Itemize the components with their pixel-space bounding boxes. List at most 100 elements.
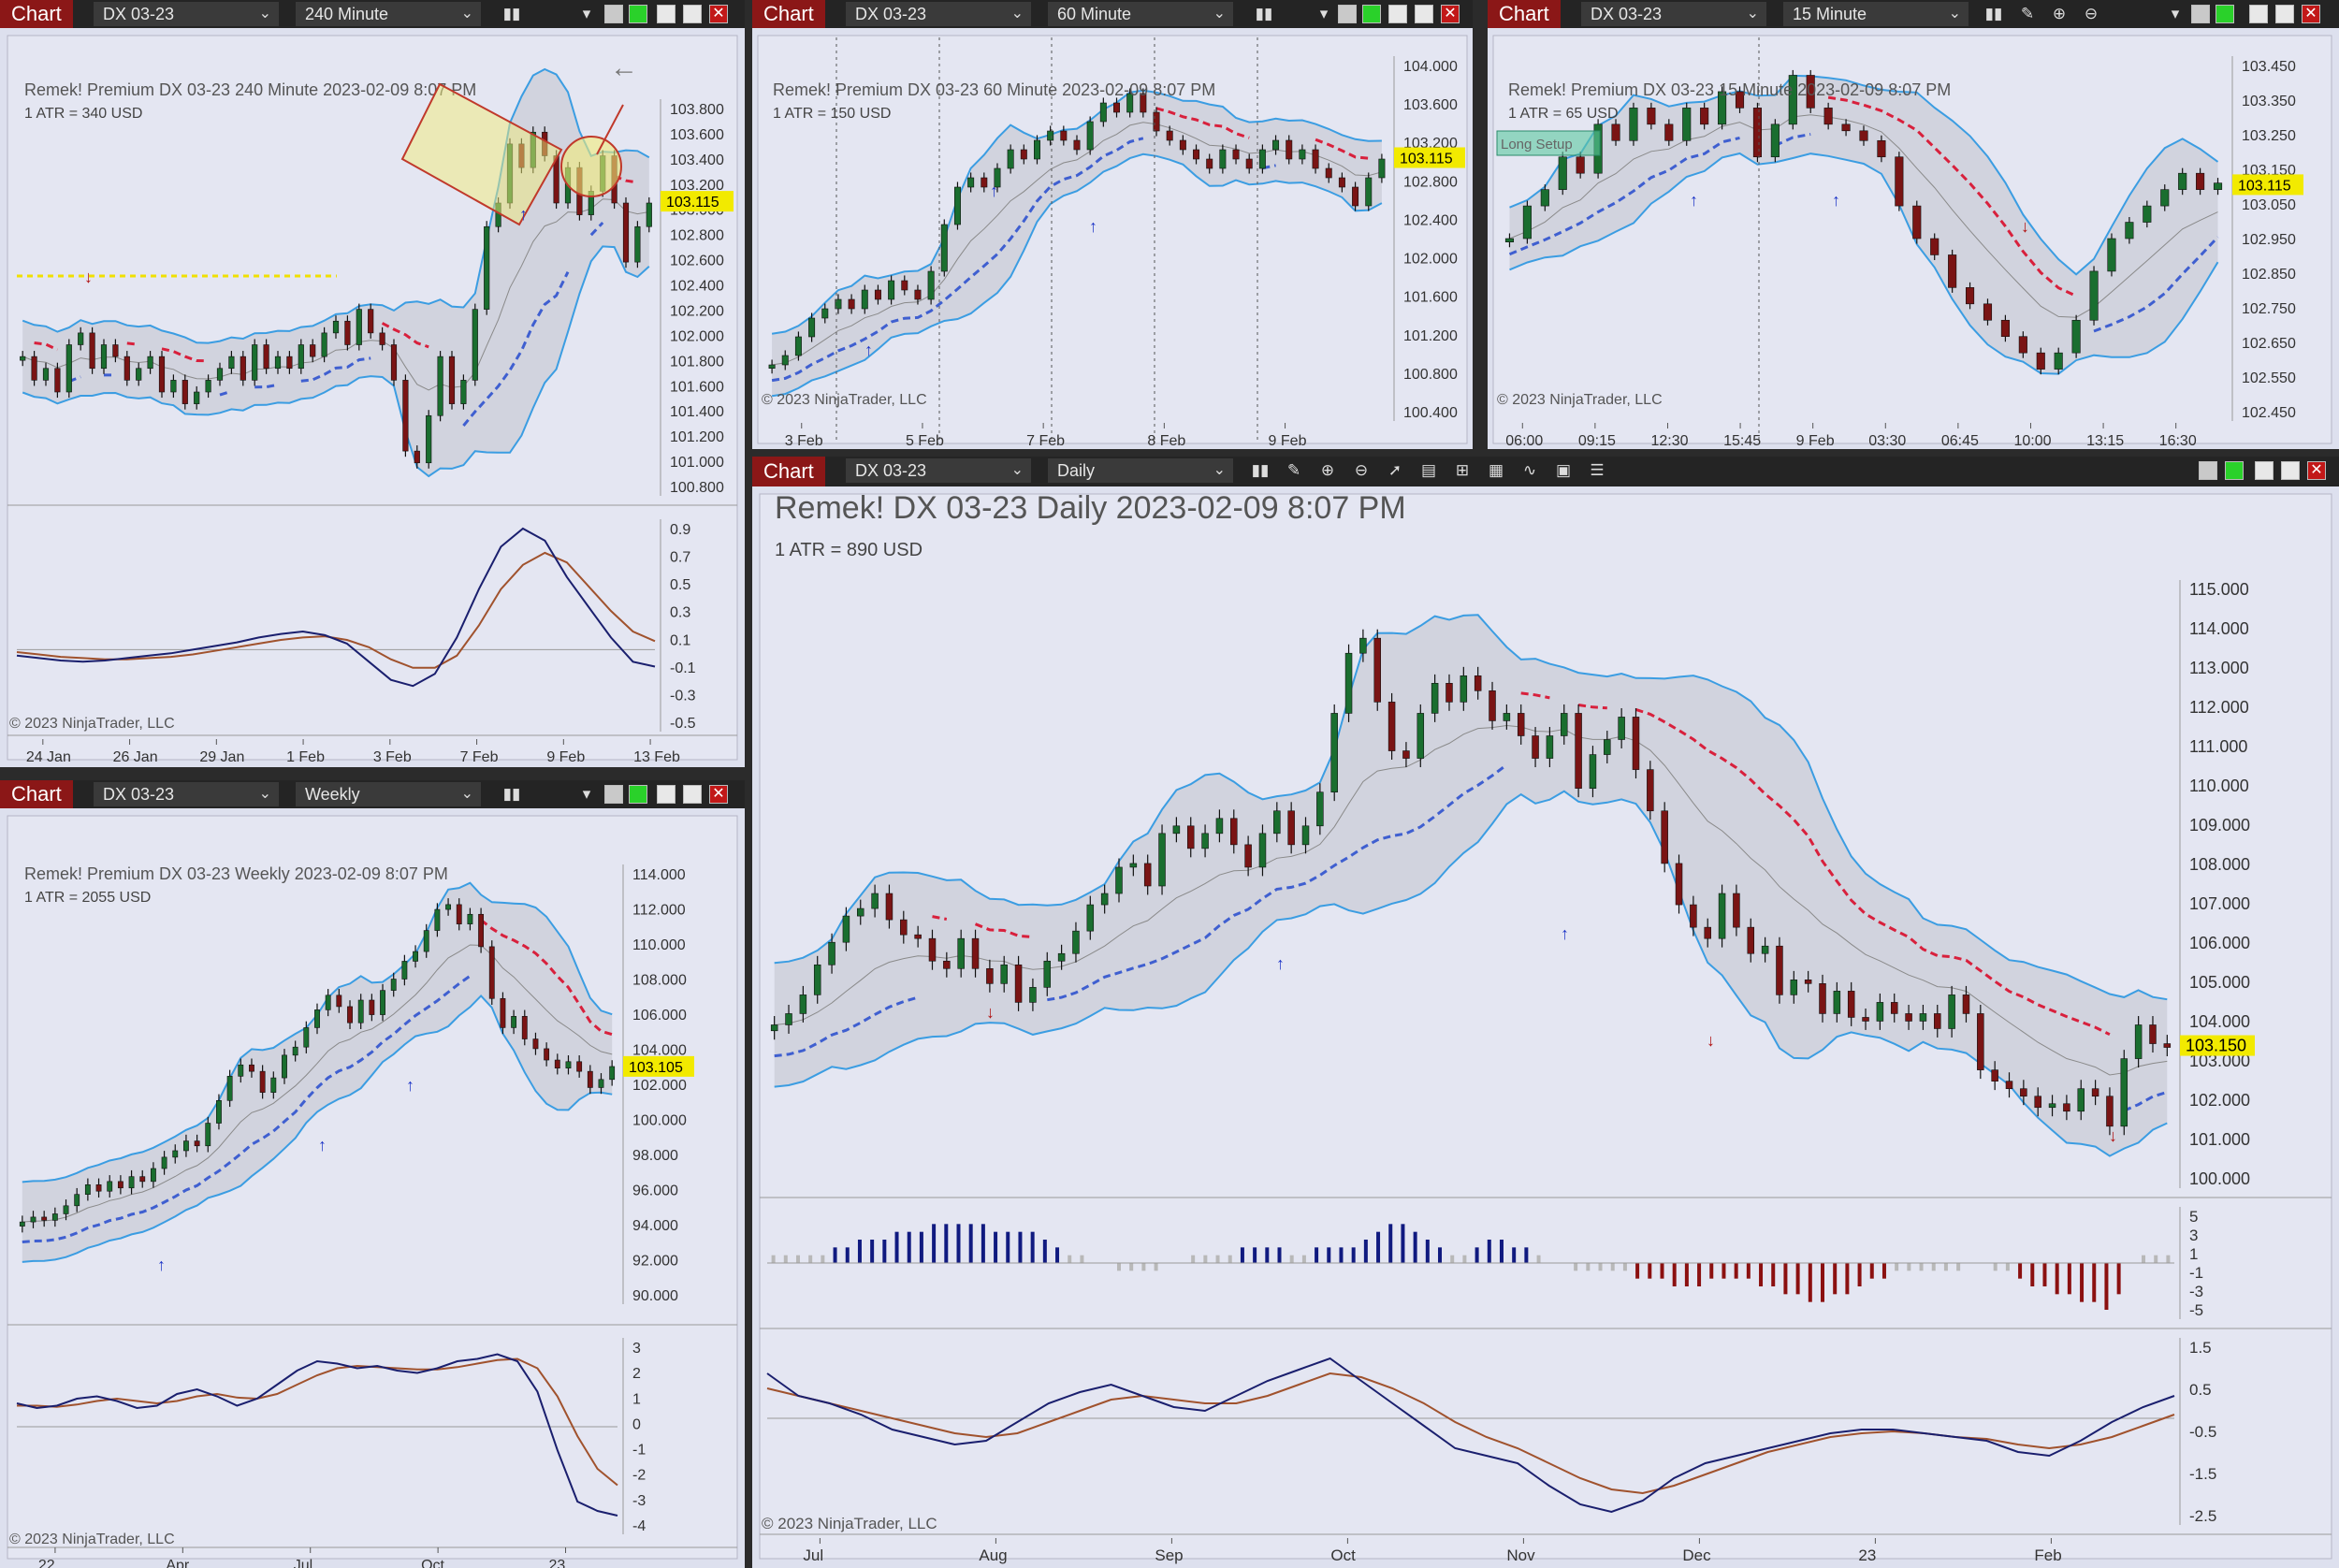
price-tick-label: 100.800 — [670, 480, 724, 496]
osc-tick-label: 0.5 — [670, 577, 690, 593]
chart-window-daily[interactable]: Chart DX 03-23 ⌄ Daily ⌄ ▮▮ ✎ ⊕ ⊖ ➚ ▤ ⊞ ▦ … — [752, 457, 2339, 1568]
properties-icon[interactable]: ⊞ — [1455, 461, 1470, 479]
sell-signal-arrow-icon: ↓ — [986, 1003, 995, 1022]
chevron-down-icon[interactable]: ⌄ — [1010, 462, 1024, 478]
bar-type-icon[interactable]: ▮▮ — [1255, 5, 1273, 22]
chevron-down-icon[interactable]: ⌄ — [258, 6, 271, 22]
chart-label[interactable]: Chart — [0, 0, 73, 28]
zoom-out-icon[interactable]: ⊖ — [2084, 5, 2099, 22]
instrument-selector[interactable]: DX 03-23 ⌄ — [94, 782, 279, 806]
maximize-button[interactable] — [2281, 461, 2300, 480]
list-icon[interactable]: ☰ — [1590, 461, 1605, 479]
window-color-green-button[interactable] — [1362, 5, 1381, 23]
minimize-button[interactable] — [2249, 5, 2268, 23]
drawing-tool-icon[interactable]: ✎ — [2020, 5, 2035, 22]
chevron-down-icon[interactable]: ⌄ — [460, 786, 473, 802]
candle-body — [63, 1205, 69, 1214]
dropdown-arrow-icon[interactable]: ▾ — [1319, 5, 1329, 22]
price-tick-label: 101.600 — [1403, 290, 1458, 306]
minimize-button[interactable] — [2255, 461, 2274, 480]
bar-type-icon[interactable]: ▮▮ — [502, 785, 521, 803]
timeframe-selector[interactable]: Daily ⌄ — [1048, 458, 1233, 483]
dropdown-arrow-icon[interactable]: ▾ — [582, 5, 591, 22]
maximize-button[interactable] — [683, 5, 702, 23]
timeframe-selector[interactable]: Weekly ⌄ — [296, 782, 481, 806]
candle-body — [1193, 149, 1200, 160]
sell-signal-arrow-icon: ↓ — [84, 268, 93, 286]
candle-body — [1153, 111, 1160, 132]
candle-body — [1589, 754, 1597, 789]
candle-body — [357, 999, 364, 1024]
chart-label[interactable]: Chart — [752, 0, 825, 28]
window-color-gray-button[interactable] — [1338, 5, 1357, 23]
close-button[interactable]: ✕ — [2307, 461, 2326, 480]
instrument-selector[interactable]: DX 03-23 ⌄ — [94, 2, 279, 26]
candle-body — [2034, 1096, 2041, 1109]
timeframe-selector[interactable]: 60 Minute ⌄ — [1048, 2, 1233, 26]
chevron-down-icon[interactable]: ⌄ — [1948, 6, 1961, 22]
instrument-selector[interactable]: DX 03-23 ⌄ — [846, 458, 1031, 483]
candle-body — [1219, 149, 1227, 169]
dropdown-arrow-icon[interactable]: ▾ — [582, 785, 591, 803]
chevron-down-icon[interactable]: ⌄ — [1746, 6, 1759, 22]
buy-signal-arrow-icon: ↑ — [1832, 191, 1840, 210]
bar-type-icon[interactable]: ▮▮ — [1251, 461, 1270, 479]
chart-label[interactable]: Chart — [1488, 0, 1561, 28]
chart-window-15min[interactable]: Chart DX 03-23 ⌄ 15 Minute ⌄ ▮▮ ✎ ⊕ ⊖ ▾ ✕ … — [1488, 0, 2339, 449]
window-color-green-button[interactable] — [629, 785, 647, 804]
timeframe-selector[interactable]: 240 Minute ⌄ — [296, 2, 481, 26]
osc-tick-label: -0.1 — [670, 661, 696, 676]
chart-label[interactable]: Chart — [752, 457, 825, 486]
chevron-down-icon[interactable]: ⌄ — [1213, 6, 1226, 22]
window-color-gray-button[interactable] — [604, 785, 623, 804]
window-toolbar: Chart DX 03-23 ⌄ 240 Minute ⌄ ▮▮ ▾ ✕ — [0, 0, 745, 28]
window-color-gray-button[interactable] — [604, 5, 623, 23]
close-button[interactable]: ✕ — [2302, 5, 2320, 23]
candle-body — [182, 380, 188, 404]
instrument-selector[interactable]: DX 03-23 ⌄ — [1581, 2, 1766, 26]
close-button[interactable]: ✕ — [709, 785, 728, 804]
candle-body — [321, 332, 327, 357]
minimize-button[interactable] — [657, 5, 676, 23]
chevron-down-icon[interactable]: ⌄ — [1010, 6, 1024, 22]
window-color-green-button[interactable] — [2225, 461, 2244, 480]
dropdown-arrow-icon[interactable]: ▾ — [2171, 5, 2180, 22]
templates-icon[interactable]: ▣ — [1555, 461, 1572, 479]
window-color-gray-button[interactable] — [2191, 5, 2210, 23]
zoom-out-icon[interactable]: ⊖ — [1354, 461, 1369, 479]
chart-window-weekly[interactable]: Chart DX 03-23 ⌄ Weekly ⌄ ▮▮ ▾ ✕ 114.000 11… — [0, 780, 745, 1568]
window-color-green-button[interactable] — [2216, 5, 2234, 23]
chart-label[interactable]: Chart — [0, 780, 73, 808]
maximize-button[interactable] — [1415, 5, 1433, 23]
price-tick-label: 96.000 — [632, 1183, 678, 1199]
timeframe-selector[interactable]: 15 Minute ⌄ — [1783, 2, 1969, 26]
maximize-button[interactable] — [2275, 5, 2294, 23]
close-button[interactable]: ✕ — [709, 5, 728, 23]
minimize-button[interactable] — [657, 785, 676, 804]
candle-body — [2091, 1088, 2099, 1097]
candle-body — [1043, 960, 1052, 988]
bar-type-icon[interactable]: ▮▮ — [502, 5, 521, 22]
chart-window-240min[interactable]: Chart DX 03-23 ⌄ 240 Minute ⌄ ▮▮ ▾ ✕ 103.8… — [0, 0, 745, 767]
strategies-icon[interactable]: ∿ — [1522, 461, 1537, 479]
maximize-button[interactable] — [683, 785, 702, 804]
zoom-in-icon[interactable]: ⊕ — [1320, 461, 1335, 479]
price-tick-label: 103.200 — [670, 178, 724, 194]
indicators-icon[interactable]: ▦ — [1488, 461, 1504, 479]
price-tick-label: 102.600 — [670, 254, 724, 269]
chart-window-60min[interactable]: Chart DX 03-23 ⌄ 60 Minute ⌄ ▮▮ ▾ ✕ 104.00… — [752, 0, 1473, 449]
candle-body — [799, 995, 807, 1014]
window-color-green-button[interactable] — [629, 5, 647, 23]
pointer-icon[interactable]: ➚ — [1387, 461, 1402, 479]
minimize-button[interactable] — [1388, 5, 1407, 23]
bar-type-icon[interactable]: ▮▮ — [1984, 5, 2003, 22]
zoom-in-icon[interactable]: ⊕ — [2052, 5, 2067, 22]
chevron-down-icon[interactable]: ⌄ — [1213, 462, 1226, 478]
window-color-gray-button[interactable] — [2199, 461, 2217, 480]
instrument-selector[interactable]: DX 03-23 ⌄ — [846, 2, 1031, 26]
close-button[interactable]: ✕ — [1441, 5, 1460, 23]
data-box-icon[interactable]: ▤ — [1420, 461, 1437, 479]
chevron-down-icon[interactable]: ⌄ — [460, 6, 473, 22]
drawing-tool-icon[interactable]: ✎ — [1286, 461, 1301, 479]
chevron-down-icon[interactable]: ⌄ — [258, 786, 271, 802]
